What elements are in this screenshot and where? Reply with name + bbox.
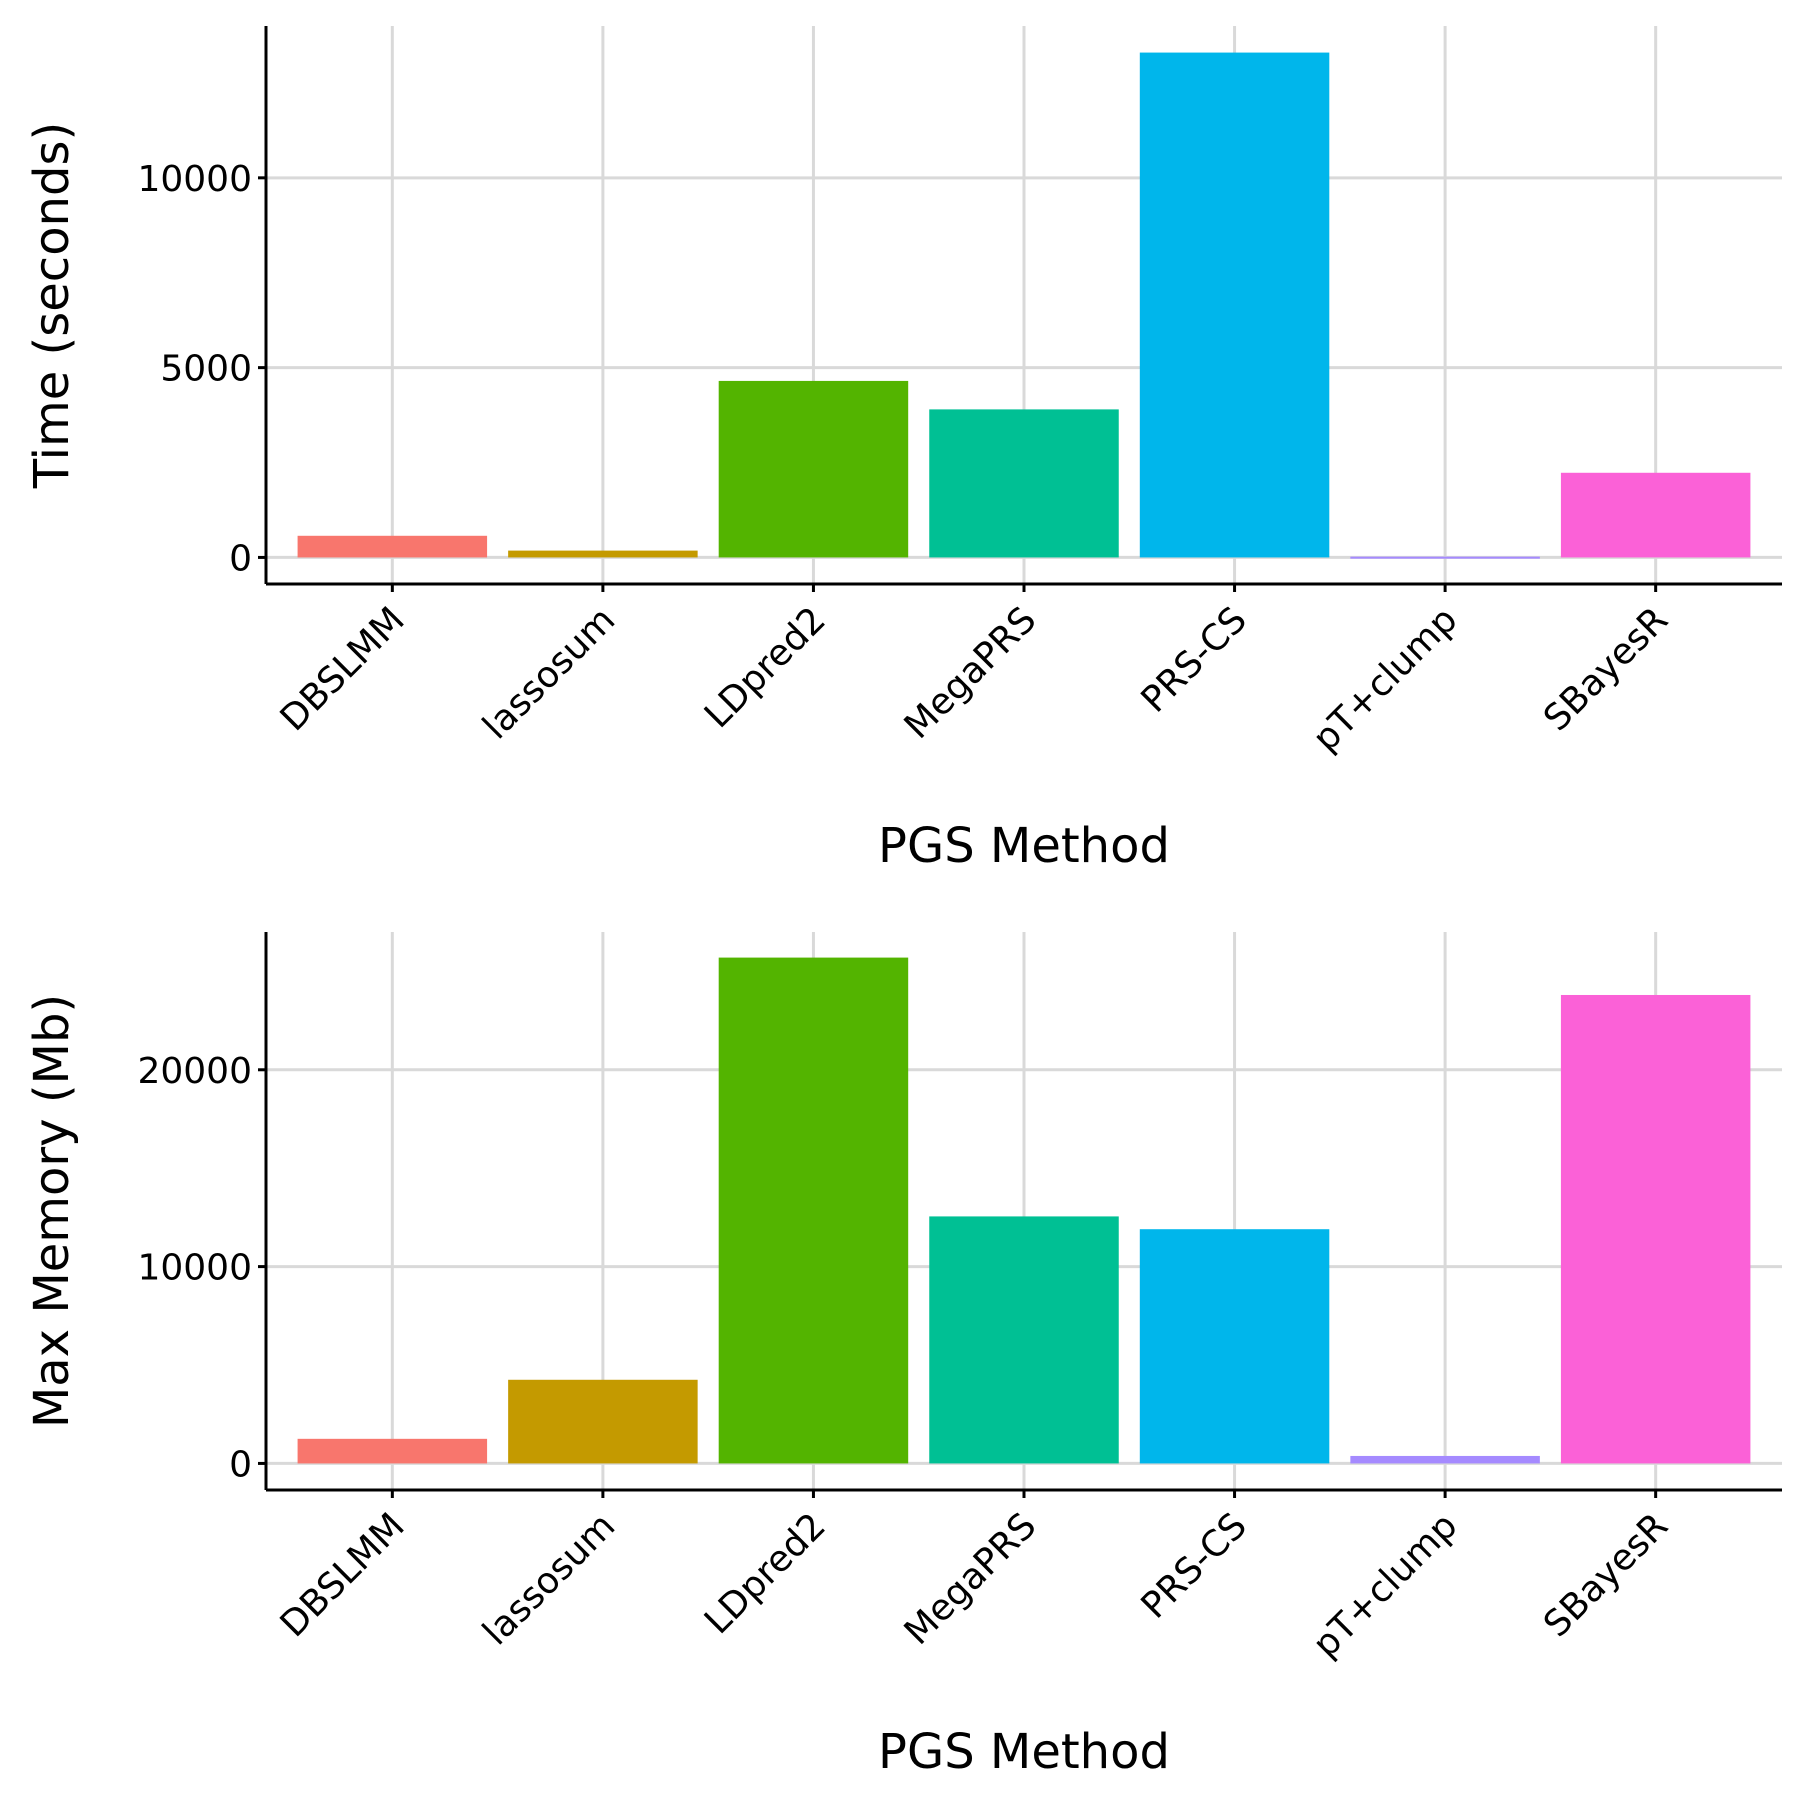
x-tick-label-megaprs: MegaPRS <box>897 599 1045 747</box>
y-axis-title: Time (seconds) <box>24 122 80 489</box>
y-tick-label: 10000 <box>137 159 252 200</box>
bar-lassosum <box>508 1379 698 1464</box>
x-axis-title: PGS Method <box>878 1724 1170 1780</box>
y-tick-label: 0 <box>229 538 252 579</box>
x-tick-label-lassosum: lassosum <box>475 1505 623 1653</box>
x-tick-label-sbayesr: SBayesR <box>1536 599 1676 739</box>
x-tick-label-ldpred2: LDpred2 <box>697 599 834 736</box>
x-tick-label-sbayesr: SBayesR <box>1536 1505 1676 1645</box>
bar-megaprs <box>929 1216 1119 1464</box>
bar-pt-clump <box>1350 1455 1540 1464</box>
time-chart-panel: 0 5000 10000 DBSLMM lassosum LDpred2 MegaPRS PR… <box>24 26 1782 874</box>
bar-prs-cs <box>1139 1229 1330 1464</box>
x-tick-label-pt-clump: pT+clump <box>1305 599 1465 759</box>
x-tick-label-prs-cs: PRS-CS <box>1134 599 1255 720</box>
memory-chart-panel: 0 10000 20000 DBSLMM lassosum LDpred2 MegaPRS P… <box>24 932 1782 1780</box>
y-tick-label: 10000 <box>137 1248 252 1289</box>
bar-ldpred2 <box>718 957 909 1464</box>
bar-lassosum <box>508 550 698 558</box>
bar-dbslmm <box>297 535 488 558</box>
y-tick-label: 0 <box>229 1444 252 1485</box>
bar-ldpred2 <box>718 380 909 558</box>
x-tick-label-dbslmm: DBSLMM <box>273 599 413 739</box>
y-tick-label: 20000 <box>137 1051 252 1092</box>
x-tick-label-ldpred2: LDpred2 <box>697 1505 834 1642</box>
x-tick-label-dbslmm: DBSLMM <box>273 1505 413 1645</box>
bar-prs-cs <box>1139 52 1330 558</box>
bar-sbayesr <box>1560 994 1751 1464</box>
bar-sbayesr <box>1560 472 1751 558</box>
x-tick-label-pt-clump: pT+clump <box>1305 1505 1465 1665</box>
x-axis-title: PGS Method <box>878 818 1170 874</box>
bar-pt-clump <box>1350 556 1540 559</box>
bar-megaprs <box>929 409 1119 558</box>
x-tick-label-prs-cs: PRS-CS <box>1134 1505 1255 1626</box>
y-axis-title: Max Memory (Mb) <box>24 994 80 1428</box>
x-tick-label-lassosum: lassosum <box>475 599 623 747</box>
y-tick-label: 5000 <box>160 349 252 390</box>
x-tick-label-megaprs: MegaPRS <box>897 1505 1045 1653</box>
bar-dbslmm <box>297 1438 488 1464</box>
